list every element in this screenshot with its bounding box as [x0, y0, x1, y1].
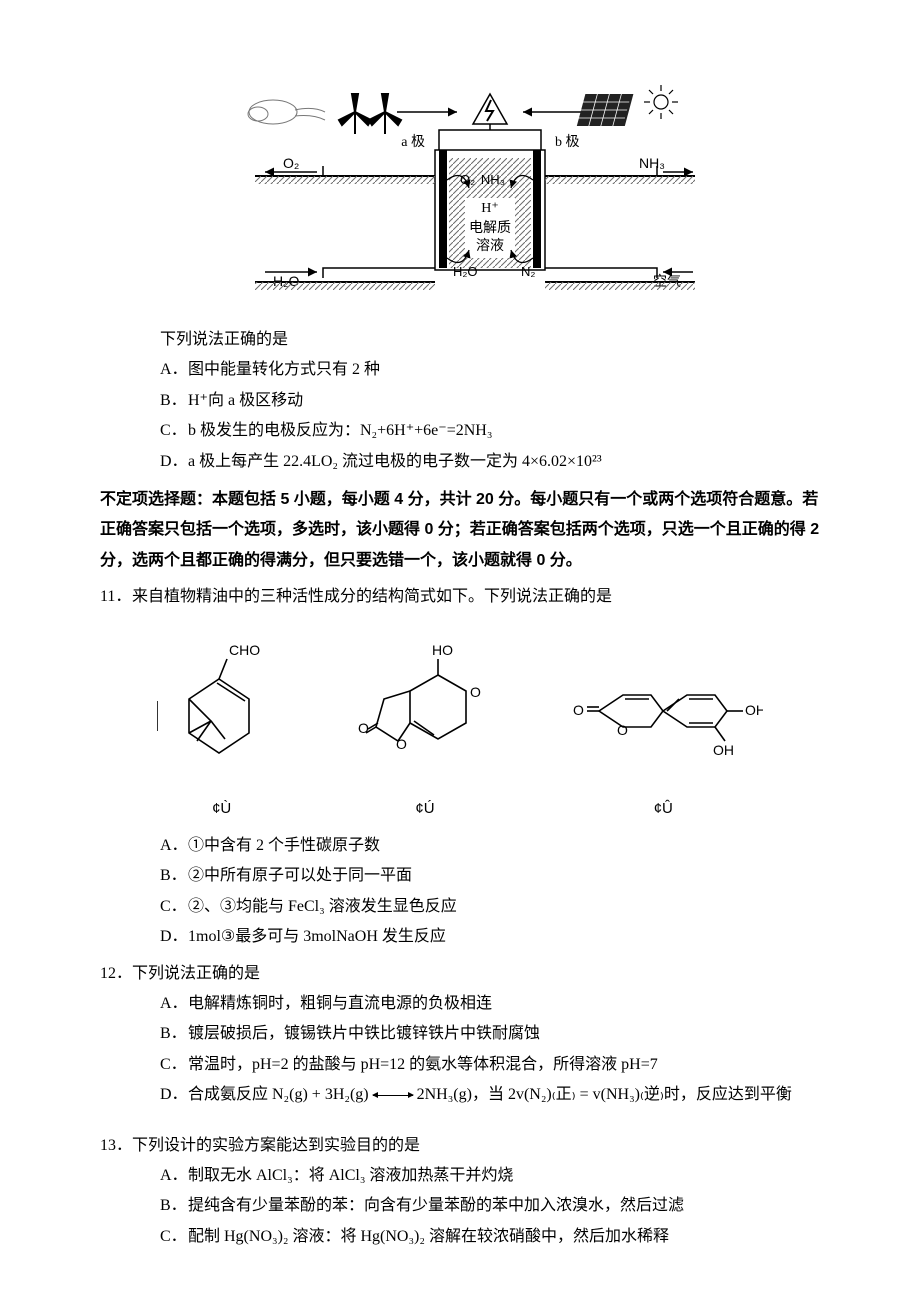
- q10-stem: 下列说法正确的是: [160, 325, 820, 355]
- q11-opt-a-text: ①中含有 2 个手性碳原子数: [188, 837, 380, 854]
- label-nh3-inner: NH₃: [481, 172, 505, 187]
- q12-opt-d-post: 2NH₃(g)，当 2v(N₂)₍正₎ = v(NH₃)₍逆₎时，反应达到平衡: [413, 1086, 792, 1103]
- mol3-oh2: OH: [713, 742, 734, 758]
- svg-text:O: O: [617, 722, 628, 738]
- q12-opt-b-text: 镀层破损后，镀锡铁片中铁比镀锌铁片中铁耐腐蚀: [188, 1025, 540, 1042]
- q12-opt-c: C．常温时，pH=2 的盐酸与 pH=12 的氨水等体积混合，所得溶液 pH=7: [160, 1050, 820, 1080]
- q11-stem: 来自植物精油中的三种活性成分的结构简式如下。下列说法正确的是: [132, 588, 612, 605]
- q10-opt-d: D．a 极上每产生 22.4LO₂ 流过电极的电子数一定为 4×6.02×10²…: [160, 447, 820, 477]
- q12-opt-d: D．合成氨反应 N₂(g) + 3H₂(g) 2NH₃(g)，当 2v(N₂)₍…: [160, 1080, 820, 1110]
- q11-mol-2: HO O O O ¢Ú: [340, 641, 510, 824]
- q12-opt-a: A．电解精炼铜时，粗铜与直流电源的负极相连: [160, 989, 820, 1019]
- q11-mol-1: CHO ¢Ù: [157, 641, 287, 824]
- label-n2-inner: N₂: [521, 264, 535, 279]
- q10-opt-a-text: 图中能量转化方式只有 2 种: [188, 361, 380, 378]
- q10-opt-d-text: a 极上每产生 22.4LO₂ 流过电极的电子数一定为 4×6.02×10²³: [188, 453, 602, 470]
- q11-opt-c: C．②、③均能与 FeCl₃ 溶液发生显色反应: [160, 892, 820, 922]
- q13-opt-a: A．制取无水 AlCl₃：将 AlCl₃ 溶液加热蒸干并灼烧: [160, 1161, 820, 1191]
- q11-opt-b-text: ②中所有原子可以处于同一平面: [188, 867, 412, 884]
- label-nh3-out: NH₃: [639, 155, 665, 171]
- q12-num: 12．: [100, 959, 132, 989]
- q12-stem: 下列说法正确的是: [132, 965, 260, 982]
- q13-opt-b-text: 提纯含有少量苯酚的苯：向含有少量苯酚的苯中加入浓溴水，然后过滤: [188, 1197, 684, 1214]
- label-h2o-inner: H₂O: [453, 264, 478, 279]
- label-electrolyte-1: 电解质: [469, 220, 511, 236]
- label-electrolyte-2: 溶液: [476, 238, 504, 254]
- q11-opt-d: D．1mol③最多可与 3molNaOH 发生反应: [160, 922, 820, 952]
- page: H⁺ 电解质 溶液 a 极 b 极 O₂ H₂O NH₃ N₂: [0, 0, 920, 1312]
- q13-stem: 下列设计的实验方案能达到实验目的的是: [132, 1137, 420, 1154]
- mol2-ho: HO: [432, 642, 453, 658]
- q12-head: 12．下列说法正确的是: [100, 959, 820, 989]
- q13-num: 13．: [100, 1131, 132, 1161]
- section-note: 不定项选择题：本题包括 5 小题，每小题 4 分，共计 20 分。每小题只有一个…: [100, 485, 820, 576]
- q11-mol1-cap: ¢Ù: [212, 795, 231, 824]
- q13-opt-c: C．配制 Hg(NO₃)₂ 溶液：将 Hg(NO₃)₂ 溶解在较浓硝酸中，然后加…: [160, 1222, 820, 1252]
- mol3-oh1: OH: [745, 702, 763, 718]
- q12-opt-c-text: 常温时，pH=2 的盐酸与 pH=12 的氨水等体积混合，所得溶液 pH=7: [188, 1056, 658, 1073]
- q13-opt-b: B．提纯含有少量苯酚的苯：向含有少量苯酚的苯中加入浓溴水，然后过滤: [160, 1191, 820, 1221]
- svg-text:O: O: [573, 702, 584, 718]
- q12-opt-d-pre: 合成氨反应 N₂(g) + 3H₂(g): [188, 1086, 373, 1103]
- spacer: [100, 1111, 820, 1125]
- q11-opt-b: B．②中所有原子可以处于同一平面: [160, 861, 820, 891]
- q10-opt-b: B．H⁺向 a 极区移动: [160, 386, 820, 416]
- q10-opt-b-text: H⁺向 a 极区移动: [188, 392, 303, 409]
- q11-opt-c-text: ②、③均能与 FeCl₃ 溶液发生显色反应: [188, 898, 457, 915]
- q11-mol3-cap: ¢Û: [654, 795, 673, 824]
- svg-text:O: O: [396, 736, 407, 752]
- mol1-cho: CHO: [229, 642, 260, 658]
- q12-opt-b: B．镀层破损后，镀锡铁片中铁比镀锌铁片中铁耐腐蚀: [160, 1019, 820, 1049]
- q11-num: 11．: [100, 582, 132, 612]
- q10-opt-c-text: b 极发生的电极反应为：N₂+6H⁺+6e⁻=2NH₃: [188, 422, 492, 439]
- label-o2-out: O₂: [283, 155, 299, 171]
- q11-opt-a: A．①中含有 2 个手性碳原子数: [160, 831, 820, 861]
- q11-molecules: CHO ¢Ù HO: [130, 641, 790, 824]
- q13-opt-a-text: 制取无水 AlCl₃：将 AlCl₃ 溶液加热蒸干并灼烧: [188, 1167, 513, 1184]
- q11-mol-3: O O OH OH ¢Û: [563, 641, 763, 824]
- q11-head: 11．来自植物精油中的三种活性成分的结构简式如下。下列说法正确的是: [100, 582, 820, 612]
- q13-head: 13．下列设计的实验方案能达到实验目的的是: [100, 1131, 820, 1161]
- q11-mol2-cap: ¢Ú: [415, 795, 434, 824]
- q12-opt-a-text: 电解精炼铜时，粗铜与直流电源的负极相连: [188, 995, 492, 1012]
- label-a-pole: a 极: [401, 134, 425, 150]
- label-o2-inner: O₂: [460, 172, 475, 187]
- q10-opt-a: A．图中能量转化方式只有 2 种: [160, 355, 820, 385]
- label-hplus: H⁺: [481, 201, 499, 216]
- q11-opt-d-text: 1mol③最多可与 3molNaOH 发生反应: [188, 928, 446, 945]
- q13-opt-c-text: 配制 Hg(NO₃)₂ 溶液：将 Hg(NO₃)₂ 溶解在较浓硝酸中，然后加水稀…: [188, 1228, 669, 1245]
- label-b-pole: b 极: [555, 134, 580, 150]
- q10-diagram: H⁺ 电解质 溶液 a 极 b 极 O₂ H₂O NH₃ N₂: [100, 80, 820, 305]
- svg-text:O: O: [358, 720, 369, 736]
- q10-opt-c: C．b 极发生的电极反应为：N₂+6H⁺+6e⁻=2NH₃: [160, 416, 820, 446]
- svg-text:O: O: [470, 684, 481, 700]
